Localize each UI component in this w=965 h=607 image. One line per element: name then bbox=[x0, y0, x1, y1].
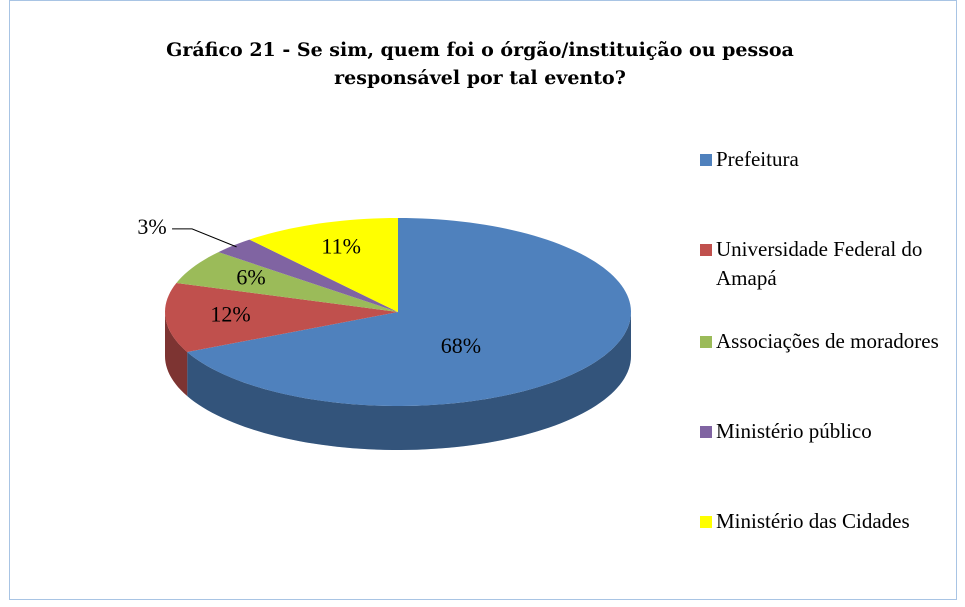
data-label: 12% bbox=[210, 301, 250, 326]
chart-title: Gráfico 21 - Se sim, quem foi o órgão/in… bbox=[166, 39, 794, 89]
data-label: 68% bbox=[441, 333, 481, 358]
legend-label: Prefeitura bbox=[716, 147, 799, 171]
slice bbox=[187, 218, 631, 406]
legend-swatch bbox=[700, 244, 712, 256]
legend-swatch bbox=[700, 426, 712, 438]
leader-line bbox=[172, 228, 237, 248]
legend-label: Universidade Federal do Amapá bbox=[716, 237, 923, 290]
slice-side bbox=[187, 312, 631, 450]
legend-item: Ministério público bbox=[700, 417, 940, 446]
slice bbox=[249, 218, 398, 312]
data-label: 6% bbox=[236, 264, 265, 289]
legend-swatch bbox=[700, 336, 712, 348]
legend-item: Universidade Federal do Amapá bbox=[700, 235, 940, 293]
slice bbox=[176, 252, 398, 312]
legend-label: Ministério público bbox=[716, 419, 872, 443]
slice-tops bbox=[165, 218, 631, 406]
slice-labels: 68% 12% 6% 3% 11% bbox=[137, 214, 481, 358]
slice-side-shade bbox=[165, 312, 188, 397]
legend-item: Prefeitura bbox=[700, 145, 940, 174]
slice-side-shade bbox=[187, 312, 631, 450]
slice bbox=[218, 239, 398, 312]
legend-swatch bbox=[700, 516, 712, 528]
legend-label: Associações de moradores bbox=[716, 329, 939, 353]
slice bbox=[165, 282, 398, 353]
legend-item: Ministério das Cidades bbox=[700, 507, 940, 536]
legend-swatch bbox=[700, 154, 712, 166]
legend-label: Ministério das Cidades bbox=[716, 509, 910, 533]
slice-sides bbox=[165, 312, 631, 450]
slice-side bbox=[165, 312, 188, 397]
legend-item: Associações de moradores bbox=[700, 327, 940, 356]
data-label: 11% bbox=[321, 233, 361, 258]
data-label: 3% bbox=[137, 214, 166, 239]
